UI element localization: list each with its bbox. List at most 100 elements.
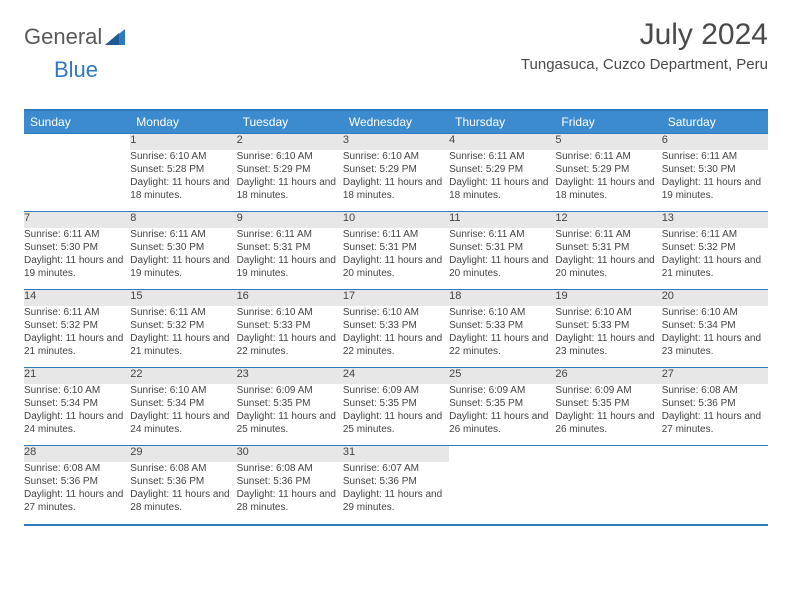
daylight-label: Daylight: 11 hours and 21 minutes. [662, 255, 761, 279]
daylight-label: Daylight: 11 hours and 28 minutes. [130, 489, 229, 513]
day-detail-cell: Sunrise: 6:10 AMSunset: 5:33 PMDaylight:… [449, 306, 555, 368]
sunset-label: Sunset: 5:35 PM [343, 398, 417, 409]
sunrise-label: Sunrise: 6:11 AM [130, 229, 205, 240]
day-detail-cell: Sunrise: 6:07 AMSunset: 5:36 PMDaylight:… [343, 462, 449, 524]
weekday-header-row: SundayMondayTuesdayWednesdayThursdayFrid… [24, 111, 768, 134]
day-number-cell: 28 [24, 446, 130, 462]
day-number-cell: 9 [237, 212, 343, 228]
daylight-label: Daylight: 11 hours and 19 minutes. [662, 177, 761, 201]
day-detail-cell: Sunrise: 6:11 AMSunset: 5:31 PMDaylight:… [449, 228, 555, 290]
daylight-label: Daylight: 11 hours and 18 minutes. [237, 177, 336, 201]
sunset-label: Sunset: 5:36 PM [24, 476, 98, 487]
weekday-header: Tuesday [237, 111, 343, 134]
day-number-row: 123456 [24, 134, 768, 150]
day-detail-cell: Sunrise: 6:11 AMSunset: 5:31 PMDaylight:… [343, 228, 449, 290]
sunset-label: Sunset: 5:36 PM [130, 476, 204, 487]
day-detail-row: Sunrise: 6:10 AMSunset: 5:28 PMDaylight:… [24, 150, 768, 212]
daylight-label: Daylight: 11 hours and 26 minutes. [449, 411, 548, 435]
daylight-label: Daylight: 11 hours and 25 minutes. [237, 411, 336, 435]
day-number-cell [555, 446, 661, 462]
day-detail-cell: Sunrise: 6:08 AMSunset: 5:36 PMDaylight:… [24, 462, 130, 524]
daylight-label: Daylight: 11 hours and 29 minutes. [343, 489, 442, 513]
day-detail-cell: Sunrise: 6:10 AMSunset: 5:34 PMDaylight:… [24, 384, 130, 446]
sunset-label: Sunset: 5:35 PM [237, 398, 311, 409]
sunrise-label: Sunrise: 6:08 AM [237, 463, 313, 474]
day-detail-cell: Sunrise: 6:11 AMSunset: 5:31 PMDaylight:… [237, 228, 343, 290]
sunset-label: Sunset: 5:30 PM [130, 242, 204, 253]
weekday-header: Wednesday [343, 111, 449, 134]
sunrise-label: Sunrise: 6:11 AM [24, 229, 99, 240]
day-number-cell: 12 [555, 212, 661, 228]
sunset-label: Sunset: 5:29 PM [343, 164, 417, 175]
sunset-label: Sunset: 5:33 PM [343, 320, 417, 331]
sunrise-label: Sunrise: 6:11 AM [555, 229, 630, 240]
daylight-label: Daylight: 11 hours and 24 minutes. [130, 411, 229, 435]
sunrise-label: Sunrise: 6:10 AM [130, 151, 206, 162]
day-detail-cell: Sunrise: 6:11 AMSunset: 5:30 PMDaylight:… [662, 150, 768, 212]
sunrise-label: Sunrise: 6:07 AM [343, 463, 419, 474]
sunset-label: Sunset: 5:33 PM [449, 320, 523, 331]
sunrise-label: Sunrise: 6:08 AM [662, 385, 738, 396]
day-number-cell: 18 [449, 290, 555, 306]
daylight-label: Daylight: 11 hours and 22 minutes. [343, 333, 442, 357]
daylight-label: Daylight: 11 hours and 20 minutes. [343, 255, 442, 279]
day-number-cell: 26 [555, 368, 661, 384]
bottom-rule [24, 524, 768, 526]
day-detail-cell: Sunrise: 6:09 AMSunset: 5:35 PMDaylight:… [555, 384, 661, 446]
daylight-label: Daylight: 11 hours and 22 minutes. [449, 333, 548, 357]
day-detail-cell: Sunrise: 6:11 AMSunset: 5:29 PMDaylight:… [555, 150, 661, 212]
day-detail-row: Sunrise: 6:11 AM Sunset: 5:32 PM Daylight:… [24, 306, 768, 368]
day-number-cell: 2 [237, 134, 343, 150]
daylight-label: Daylight: 11 hours and 19 minutes. [130, 255, 229, 279]
sunrise-label: Sunrise: 6:11 AM [130, 307, 205, 318]
day-number-cell: 17 [343, 290, 449, 306]
daylight-label: Daylight: 11 hours and 18 minutes. [449, 177, 548, 201]
sunset-label: Sunset: 5:29 PM [449, 164, 523, 175]
sunrise-label: Sunrise: 6:08 AM [130, 463, 206, 474]
daylight-label: Daylight: 11 hours and 20 minutes. [449, 255, 548, 279]
day-detail-cell: Sunrise: 6:09 AM Sunset: 5:35 PM Daylight:… [343, 384, 449, 446]
day-detail-cell: Sunrise: 6:10 AMSunset: 5:29 PMDaylight:… [343, 150, 449, 212]
logo-text-blue: Blue [54, 57, 98, 82]
sunset-label: Sunset: 5:36 PM [662, 398, 736, 409]
day-detail-cell: Sunrise: 6:08 AM Sunset: 5:36 PM Daylight:… [662, 384, 768, 446]
day-number-cell: 5 [555, 134, 661, 150]
daylight-label: Daylight: 11 hours and 21 minutes. [130, 333, 229, 357]
sunset-label: Sunset: 5:29 PM [237, 164, 311, 175]
daylight-label: Daylight: 11 hours and 19 minutes. [24, 255, 123, 279]
daylight-label: Daylight: 11 hours and 27 minutes. [662, 411, 761, 435]
daylight-label: Daylight: 11 hours and 19 minutes. [237, 255, 336, 279]
day-number-cell: 7 [24, 212, 130, 228]
day-detail-cell: Sunrise: 6:11 AMSunset: 5:29 PMDaylight:… [449, 150, 555, 212]
daylight-label: Daylight: 11 hours and 25 minutes. [343, 411, 442, 435]
day-detail-cell: Sunrise: 6:09 AMSunset: 5:35 PMDaylight:… [449, 384, 555, 446]
sunset-label: Sunset: 5:35 PM [555, 398, 629, 409]
day-detail-cell: Sunrise: 6:11 AMSunset: 5:31 PMDaylight:… [555, 228, 661, 290]
sunrise-label: Sunrise: 6:09 AM [343, 385, 419, 396]
daylight-label: Daylight: 11 hours and 28 minutes. [237, 489, 336, 513]
day-detail-cell: Sunrise: 6:11 AMSunset: 5:32 PMDaylight:… [24, 306, 130, 368]
day-detail-cell [662, 462, 768, 524]
day-detail-cell: Sunrise: 6:11 AM Sunset: 5:32 PM Daylight:… [130, 306, 236, 368]
day-detail-cell: Sunrise: 6:09 AM Sunset: 5:35 PM Daylight:… [237, 384, 343, 446]
daylight-label: Daylight: 11 hours and 22 minutes. [237, 333, 336, 357]
sunset-label: Sunset: 5:32 PM [130, 320, 204, 331]
day-number-row: 28293031 [24, 446, 768, 462]
daylight-label: Daylight: 11 hours and 18 minutes. [555, 177, 654, 201]
sunrise-label: Sunrise: 6:09 AM [237, 385, 313, 396]
sunset-label: Sunset: 5:32 PM [24, 320, 98, 331]
sunset-label: Sunset: 5:29 PM [555, 164, 629, 175]
day-detail-cell: Sunrise: 6:10 AMSunset: 5:33 PMDaylight:… [237, 306, 343, 368]
day-detail-cell: Sunrise: 6:11 AMSunset: 5:32 PMDaylight:… [662, 228, 768, 290]
sunset-label: Sunset: 5:34 PM [130, 398, 204, 409]
day-detail-row: Sunrise: 6:10 AMSunset: 5:34 PMDaylight:… [24, 384, 768, 446]
day-number-cell: 20 [662, 290, 768, 306]
day-detail-cell: Sunrise: 6:10 AMSunset: 5:29 PMDaylight:… [237, 150, 343, 212]
sunset-label: Sunset: 5:31 PM [237, 242, 311, 253]
sunrise-label: Sunrise: 6:10 AM [555, 307, 631, 318]
daylight-label: Daylight: 11 hours and 20 minutes. [555, 255, 654, 279]
day-number-row: 21222324252627 [24, 368, 768, 384]
daylight-label: Daylight: 11 hours and 24 minutes. [24, 411, 123, 435]
sunrise-label: Sunrise: 6:11 AM [662, 151, 737, 162]
sunrise-label: Sunrise: 6:10 AM [343, 307, 419, 318]
